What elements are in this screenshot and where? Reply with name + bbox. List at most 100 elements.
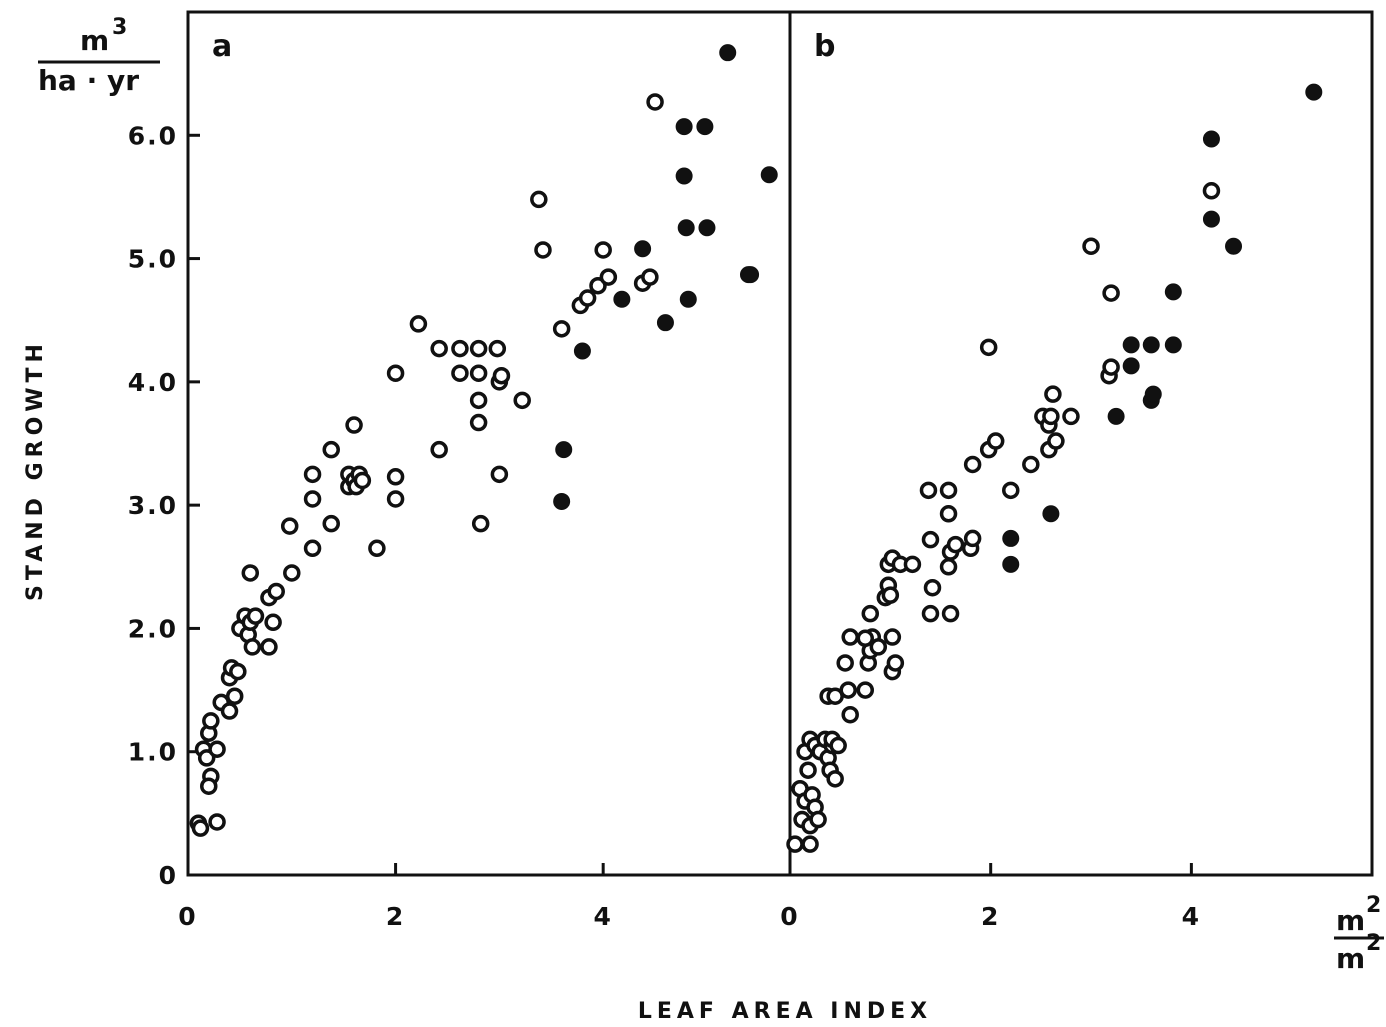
data-point-filled: [742, 266, 760, 284]
data-point-filled: [555, 441, 573, 459]
y-unit-label: m 3 ha · yr: [38, 15, 160, 97]
data-point-open: [208, 813, 226, 831]
data-point-open: [264, 613, 282, 632]
data-point-filled: [1225, 237, 1243, 255]
data-point-open: [303, 490, 322, 508]
data-point-open: [869, 638, 888, 656]
data-point-open: [451, 339, 469, 358]
data-point-open: [903, 555, 922, 574]
data-point-open: [841, 705, 859, 724]
data-point-filled: [1042, 505, 1060, 523]
data-point-open: [492, 366, 511, 385]
y-axis-title: STAND GROWTH: [23, 339, 48, 601]
data-point-open: [386, 468, 405, 486]
data-point-filled: [553, 492, 571, 510]
data-point-open: [856, 629, 875, 648]
data-point-open: [646, 93, 664, 111]
data-point-open: [939, 481, 958, 500]
data-point-open: [469, 339, 488, 358]
data-point-open: [1022, 455, 1040, 474]
x-unit-numerator-base: m: [1336, 904, 1365, 937]
x-unit-numerator-exponent: 2: [1366, 893, 1381, 918]
data-point-open: [322, 514, 340, 533]
panel-frame: [186, 10, 792, 877]
data-point-open: [1044, 385, 1062, 403]
x-unit-label: m 2 m 2: [1334, 893, 1384, 975]
y-tick-label: 4.0: [128, 368, 178, 397]
data-point-open: [243, 638, 262, 656]
data-point-open: [220, 702, 239, 720]
data-point-filled: [1122, 336, 1140, 354]
data-point-open: [963, 455, 982, 474]
data-point-filled: [656, 314, 674, 332]
y-tick-label: 5.0: [128, 245, 178, 274]
data-point-open: [839, 681, 857, 699]
data-point-filled: [1164, 336, 1182, 354]
data-point-open: [886, 654, 905, 672]
data-point-open: [1082, 237, 1100, 255]
data-point-filled: [1002, 529, 1020, 547]
data-point-filled: [1144, 385, 1162, 403]
data-point-open: [200, 777, 218, 795]
data-point-open: [799, 761, 817, 779]
data-point-filled: [675, 167, 693, 185]
data-point-open: [471, 514, 490, 533]
data-point-open: [469, 391, 488, 410]
panel-frame: [788, 10, 1374, 877]
data-point-filled: [677, 219, 695, 237]
y-unit-denominator: ha · yr: [38, 64, 139, 97]
data-point-open: [513, 391, 531, 410]
data-point-open: [552, 320, 571, 338]
panels: a 0 2 4 0 1.0 2.0 3.0 4.0 5.0 6.0 b 0 2 4: [128, 10, 1374, 931]
data-point-open: [386, 364, 405, 382]
data-point-open: [469, 413, 488, 432]
x-tick-label: 2: [386, 902, 405, 931]
data-point-open: [267, 582, 285, 601]
data-point-open: [1047, 432, 1065, 450]
y-tick-label: 2.0: [128, 614, 178, 643]
y-tick-label: 6.0: [128, 121, 178, 150]
data-point-open: [191, 819, 210, 837]
data-point-open: [280, 517, 299, 535]
data-point-open: [1102, 284, 1120, 302]
data-point-open: [534, 241, 552, 259]
x-tick-label: 0: [178, 902, 197, 931]
data-point-filled: [1142, 336, 1160, 354]
data-point-open: [946, 535, 965, 554]
panel-a: a 0 2 4 0 1.0 2.0 3.0 4.0 5.0 6.0: [128, 10, 792, 931]
x-tick-label: 0: [780, 902, 799, 931]
data-point-open: [1102, 358, 1120, 376]
data-point-open: [409, 315, 428, 333]
data-point-open: [919, 481, 938, 500]
data-point-open: [941, 604, 960, 623]
data-point-open: [303, 539, 322, 558]
data-point-open: [368, 539, 386, 558]
data-point-open: [829, 736, 847, 755]
y-unit-base: m: [80, 24, 109, 57]
data-point-open: [939, 558, 958, 576]
data-point-open: [1062, 407, 1080, 426]
data-point-open: [225, 687, 244, 705]
data-point-filled: [675, 118, 693, 136]
data-point-open: [1002, 481, 1020, 500]
data-point-open: [488, 339, 507, 358]
data-point-filled: [679, 290, 697, 308]
data-point-open: [578, 289, 597, 307]
data-point-open: [923, 578, 942, 597]
data-point-open: [303, 465, 322, 484]
data-point-open: [939, 505, 958, 523]
x-tick-label: 2: [981, 902, 1000, 931]
y-tick-label: 1.0: [128, 738, 178, 767]
data-point-filled: [573, 342, 591, 360]
y-tick-label: 0: [159, 861, 178, 890]
x-tick-label: 4: [1182, 902, 1201, 931]
data-point-open: [530, 190, 548, 209]
data-point-filled: [1122, 357, 1140, 375]
data-point-open: [283, 564, 301, 582]
data-point-filled: [1305, 83, 1323, 101]
data-point-open: [986, 432, 1005, 450]
data-point-open: [786, 835, 804, 853]
data-point-open: [229, 662, 247, 681]
panel-label: b: [814, 29, 835, 64]
